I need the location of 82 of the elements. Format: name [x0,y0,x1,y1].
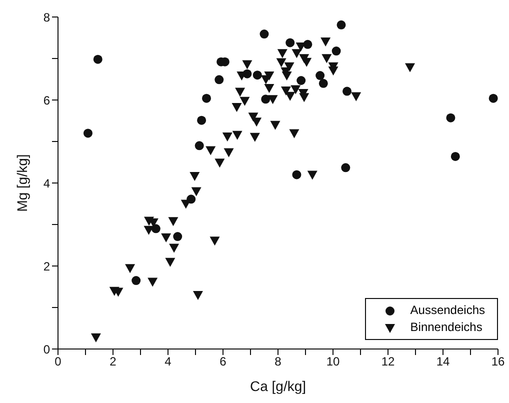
point [90,333,101,342]
point [235,88,246,97]
point [290,85,301,94]
point [232,130,242,140]
point [289,129,300,138]
point [214,75,224,84]
x-tick-label: 2 [110,354,117,369]
point [450,152,460,161]
y-tick-label: 0 [43,342,50,356]
legend-label: Binnendeichs [410,319,482,336]
point [307,170,318,180]
point [93,54,102,64]
point [224,148,234,158]
point [268,95,278,104]
point [322,54,332,64]
x-tick-label: 14 [436,354,450,369]
point [405,63,415,72]
point [173,232,182,242]
point [191,187,202,196]
point [277,49,288,58]
point [351,92,362,102]
y-tick-label: 6 [43,93,50,108]
x-tick-label: 10 [326,354,340,369]
y-axis-title: Mg [g/kg] [14,154,30,212]
x-tick-label: 8 [274,354,282,369]
point [328,66,338,76]
point [222,132,232,142]
point [192,291,203,300]
point [125,264,136,274]
point [83,128,92,138]
point [210,236,220,246]
point [165,258,176,267]
x-tick-label: 12 [381,354,395,369]
point [280,86,291,96]
point [232,103,242,112]
point [264,84,274,93]
point [292,49,302,58]
x-axis-title: Ca [g/kg] [250,378,306,394]
point [144,226,154,235]
point [197,116,206,125]
point [206,146,216,156]
y-tick-label: 2 [43,259,50,274]
point [488,94,498,103]
point [260,30,269,39]
point [242,60,252,70]
point [252,70,262,80]
point [316,71,325,80]
point [276,58,286,68]
y-tick-label: 8 [43,10,50,24]
legend-label: Aussendeichs [410,302,485,319]
y-tick-label: 4 [43,176,50,190]
point [202,94,211,103]
point [292,170,302,180]
point [214,158,225,168]
x-tick-label: 6 [220,354,227,369]
point [296,76,306,85]
point [194,141,204,150]
point [342,86,352,96]
point [261,94,270,104]
point [318,78,328,88]
point [168,217,178,226]
point [148,278,158,287]
point [286,38,295,48]
point [341,163,350,172]
point [270,120,280,130]
point [320,37,331,46]
point [240,96,250,106]
point [264,72,274,81]
point [132,276,141,286]
point [169,244,180,253]
x-tick-label: 16 [491,354,505,369]
x-tick-label: 4 [164,354,172,369]
point [332,46,341,56]
x-tick-label: 0 [54,354,62,369]
point [285,92,296,101]
point [336,20,346,30]
point [161,233,172,242]
point [299,93,310,102]
point [446,113,456,122]
point [282,72,292,81]
point [190,172,200,181]
point [250,132,260,142]
